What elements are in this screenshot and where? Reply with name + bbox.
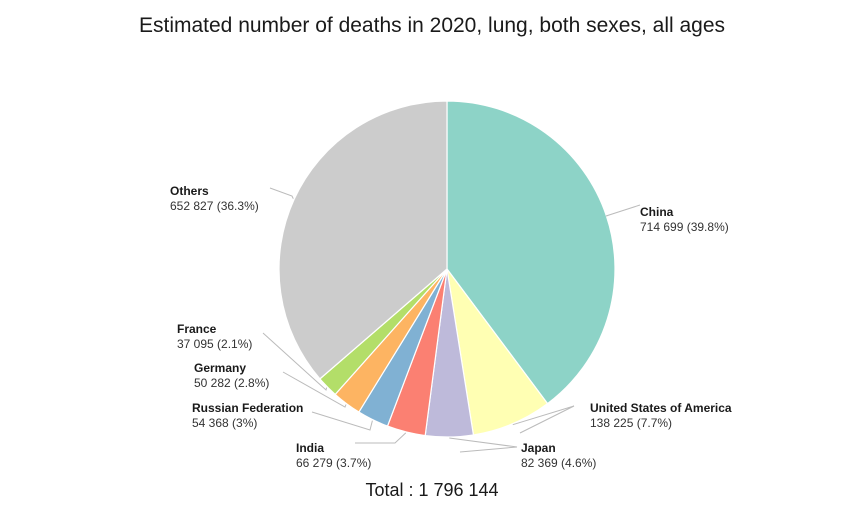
pie-slices: [278, 100, 616, 438]
slice-label-name: Japan: [521, 441, 556, 455]
slice-label-value: 66 279 (3.7%): [296, 456, 371, 470]
leader-line: [449, 437, 518, 453]
slice-label-name: India: [296, 441, 324, 455]
leader-line: [269, 187, 294, 199]
leader-line: [355, 432, 407, 444]
slice-label-value: 50 282 (2.8%): [194, 376, 269, 390]
slice-label-value: 82 369 (4.6%): [521, 456, 596, 470]
slice-label-name: Others: [170, 184, 209, 198]
chart-title: Estimated number of deaths in 2020, lung…: [138, 14, 726, 37]
leader-line: [311, 411, 373, 431]
slice-label-name: Russian Federation: [192, 401, 303, 415]
slice-label-value: 652 827 (36.3%): [170, 199, 259, 213]
slice-label-name: China: [640, 205, 674, 219]
pie-slice-others[interactable]: [278, 100, 448, 380]
total-label: Total : 1 796 144: [365, 480, 499, 500]
leader-lines: [262, 187, 641, 453]
slice-label-value: 37 095 (2.1%): [177, 337, 252, 351]
leader-line: [512, 405, 575, 434]
leader-line: [282, 371, 347, 408]
leader-line: [605, 204, 641, 217]
slice-label-value: 138 225 (7.7%): [590, 416, 672, 430]
leader-line: [262, 332, 328, 391]
slice-label-name: France: [177, 322, 217, 336]
slice-label-name: Germany: [194, 361, 246, 375]
slice-label-name: United States of America: [590, 401, 732, 415]
slice-label-value: 714 699 (39.8%): [640, 220, 729, 234]
slice-label-value: 54 368 (3%): [192, 416, 257, 430]
